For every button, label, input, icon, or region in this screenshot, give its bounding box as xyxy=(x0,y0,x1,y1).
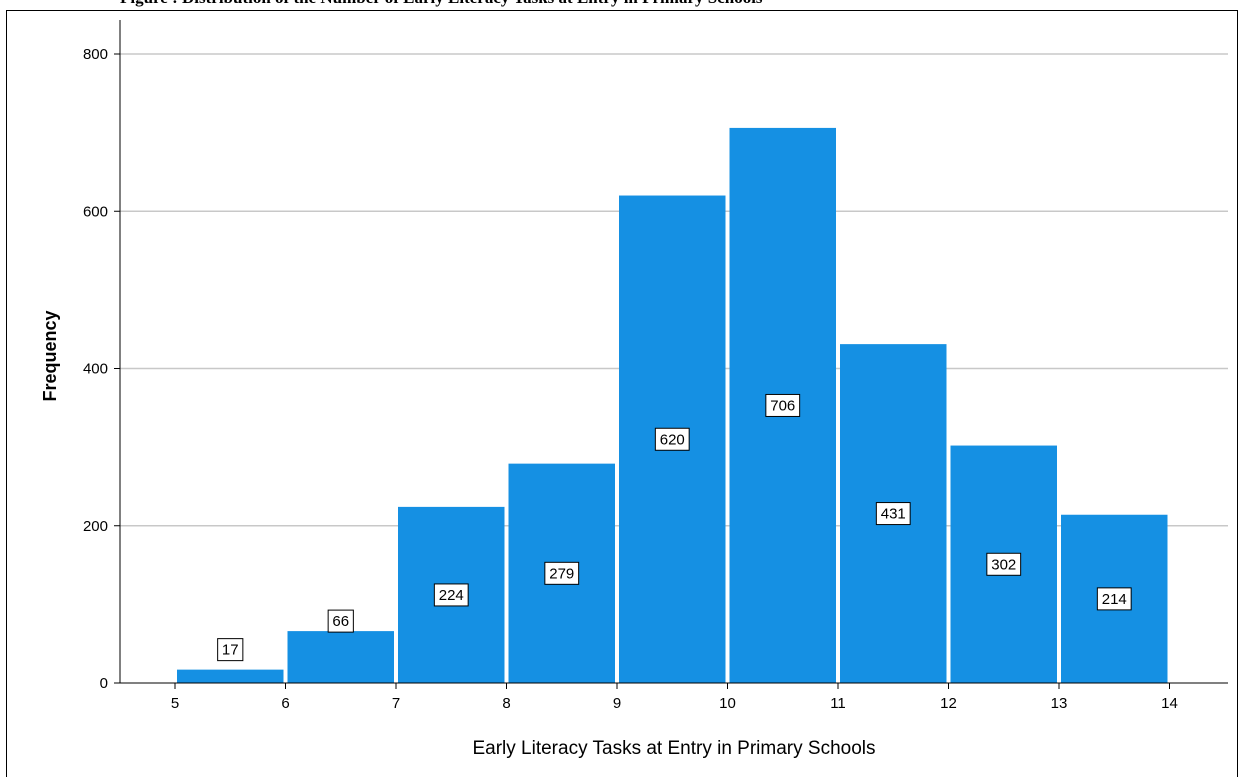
axes xyxy=(119,20,1228,684)
y-tick-label: 200 xyxy=(83,518,108,535)
data-label: 17 xyxy=(222,642,239,659)
x-ticks: 5 6 7 8 9 10 11 12 13 14 xyxy=(171,683,1178,712)
y-tick-label: 400 xyxy=(83,361,108,378)
y-axis-title: Frequency xyxy=(40,310,60,401)
y-ticks: 0 200 400 600 800 xyxy=(83,46,120,692)
histogram-bar xyxy=(287,631,394,683)
figure-caption: Figure : Distribution of the Number of E… xyxy=(0,0,1244,10)
x-tick-label: 5 xyxy=(171,695,179,712)
x-axis-title: Early Literacy Tasks at Entry in Primary… xyxy=(472,738,875,759)
x-tick-label: 14 xyxy=(1161,695,1178,712)
data-label-box xyxy=(654,427,690,451)
x-tick-label: 6 xyxy=(281,695,289,712)
data-label: 224 xyxy=(439,587,464,604)
y-tick-label: 600 xyxy=(83,203,108,220)
data-label: 66 xyxy=(332,613,349,630)
x-tick-label: 7 xyxy=(392,695,400,712)
data-label-box xyxy=(327,609,354,633)
x-tick-label: 10 xyxy=(719,695,736,712)
data-label: 214 xyxy=(1102,591,1127,608)
data-label: 302 xyxy=(991,556,1016,573)
data-label: 620 xyxy=(660,431,685,448)
y-tick-label: 0 xyxy=(100,675,108,692)
x-tick-label: 8 xyxy=(502,695,510,712)
data-label-box xyxy=(217,638,244,662)
data-label-box xyxy=(544,561,580,585)
x-tick-label: 13 xyxy=(1051,695,1068,712)
data-label-box xyxy=(875,502,911,526)
data-labels: 17 66 224 279 620 706 431 302 214 xyxy=(217,393,1132,662)
data-label-box xyxy=(986,552,1022,576)
data-label: 706 xyxy=(770,397,795,414)
x-tick-label: 11 xyxy=(830,695,846,712)
data-label: 431 xyxy=(881,506,906,523)
data-label-box xyxy=(765,393,801,417)
histogram-bar xyxy=(177,669,284,683)
chart-frame xyxy=(6,10,1238,777)
data-label: 279 xyxy=(549,565,574,582)
x-tick-label: 12 xyxy=(940,695,957,712)
y-tick-label: 800 xyxy=(83,46,108,63)
x-tick-label: 9 xyxy=(613,695,621,712)
data-label-box xyxy=(433,583,469,607)
data-label-box xyxy=(1096,587,1132,611)
